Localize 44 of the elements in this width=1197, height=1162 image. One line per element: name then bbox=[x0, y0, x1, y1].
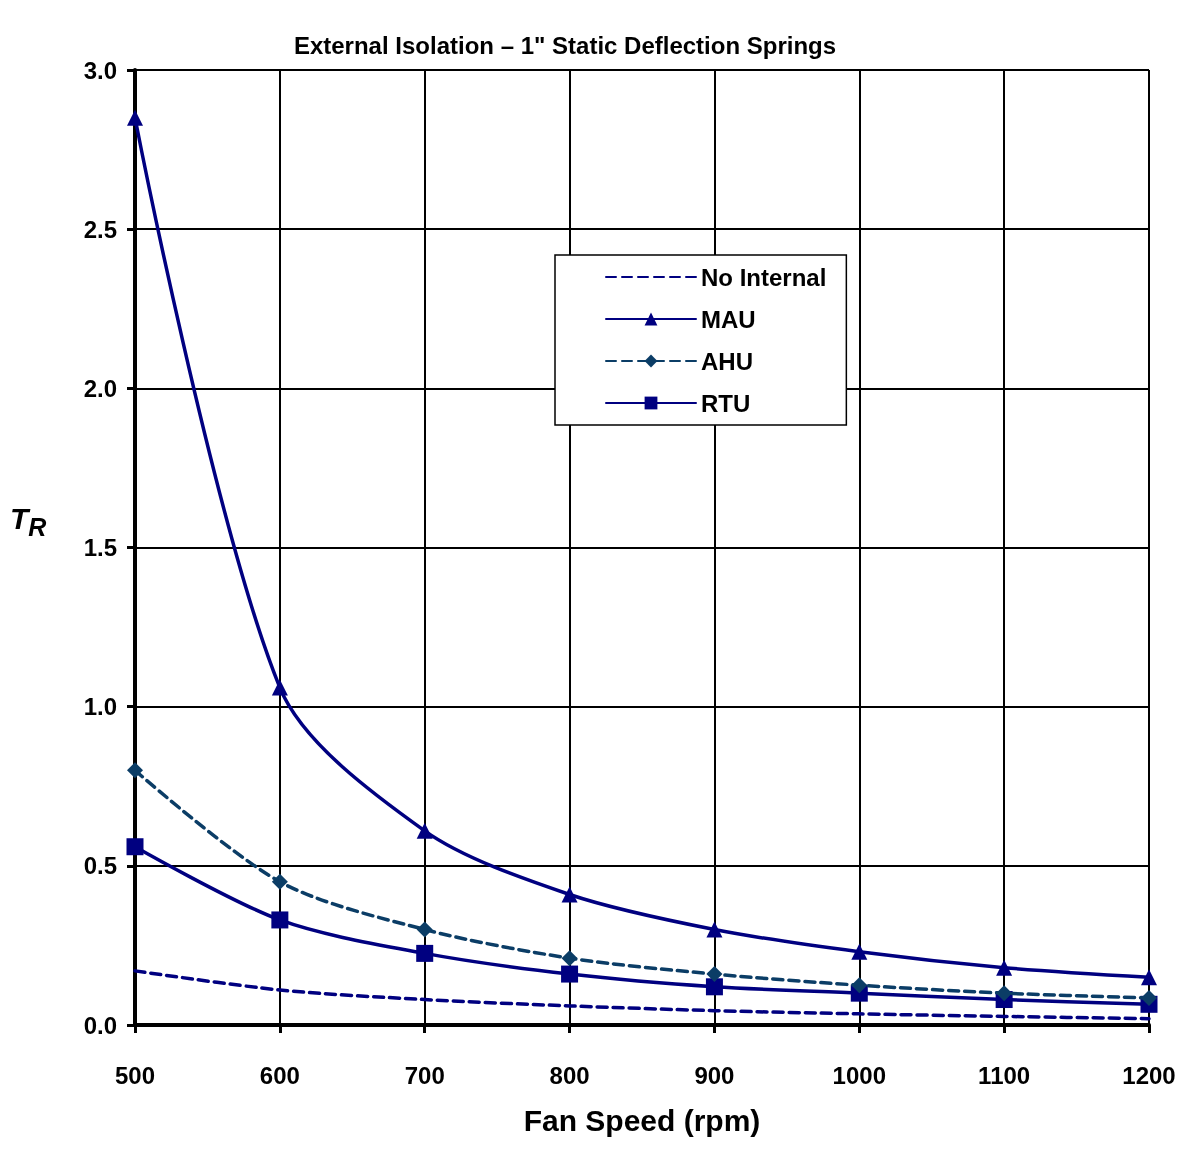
point bbox=[705, 978, 723, 996]
point bbox=[127, 762, 143, 779]
point bbox=[561, 950, 578, 967]
y-tick-label: 0.5 bbox=[83, 852, 117, 880]
point bbox=[706, 966, 723, 983]
point bbox=[271, 873, 288, 890]
point bbox=[561, 965, 579, 983]
x-tick-label: 900 bbox=[694, 1061, 735, 1089]
y-tick-label: 2.0 bbox=[83, 374, 117, 402]
x-tick-label: 1000 bbox=[832, 1061, 886, 1089]
y-tick-label: 3.0 bbox=[83, 56, 117, 84]
x-tick-label: 800 bbox=[549, 1061, 590, 1089]
point bbox=[416, 822, 433, 839]
x-tick-label: 500 bbox=[114, 1061, 156, 1089]
x-axis-title: Fan Speed (rpm) bbox=[523, 1103, 761, 1137]
point bbox=[271, 679, 288, 696]
point bbox=[1141, 989, 1157, 1006]
x-tick-label: 600 bbox=[259, 1061, 300, 1089]
point bbox=[416, 921, 433, 938]
point bbox=[126, 838, 144, 856]
point bbox=[851, 977, 868, 994]
x-tick-label: 1100 bbox=[978, 1061, 1031, 1089]
legend-label: AHU bbox=[701, 347, 753, 375]
line-series bbox=[133, 969, 1151, 1021]
point bbox=[1141, 969, 1157, 986]
chart-title: External Isolation – 1" Static Deflection Springs bbox=[293, 31, 837, 59]
legend-label: RTU bbox=[701, 389, 751, 417]
x-tick-label: 700 bbox=[404, 1061, 445, 1089]
y-tick-label: 2.5 bbox=[83, 215, 117, 243]
x-tick-label: 1200 bbox=[1122, 1061, 1176, 1089]
y-tick-label: 1.5 bbox=[83, 534, 117, 561]
point bbox=[851, 943, 868, 960]
point bbox=[706, 921, 723, 938]
y-tick-label: 0.0 bbox=[83, 1011, 117, 1039]
legend-label: MAU bbox=[701, 305, 756, 333]
point bbox=[416, 944, 434, 962]
y-axis-title: T$_{R}$ bbox=[10, 502, 47, 542]
point bbox=[561, 886, 578, 903]
legend-label: No Internal bbox=[701, 263, 827, 291]
point bbox=[996, 959, 1013, 976]
point bbox=[271, 911, 289, 929]
point bbox=[127, 109, 143, 126]
y-tick-label: 1.0 bbox=[83, 693, 117, 721]
point bbox=[996, 985, 1013, 1002]
